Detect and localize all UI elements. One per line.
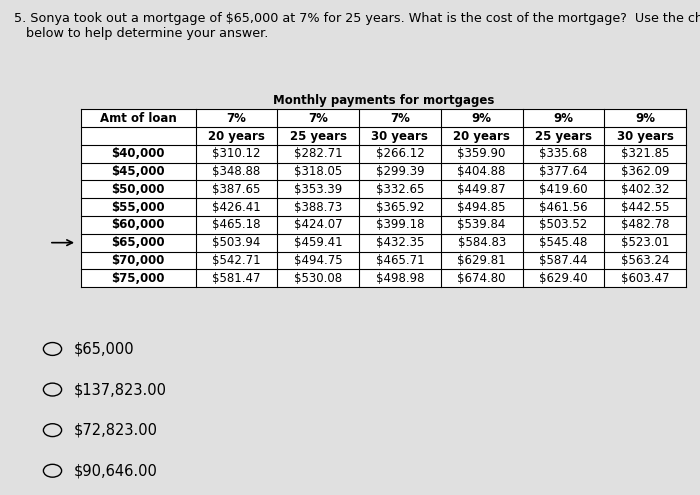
Text: $266.12: $266.12 <box>375 148 424 160</box>
Text: 30 years: 30 years <box>617 130 673 143</box>
Text: $72,823.00: $72,823.00 <box>74 423 158 438</box>
Text: $402.32: $402.32 <box>621 183 669 196</box>
Text: $65,000: $65,000 <box>74 342 134 356</box>
Text: $461.56: $461.56 <box>539 200 588 214</box>
Text: $503.52: $503.52 <box>539 218 587 231</box>
Text: 20 years: 20 years <box>208 130 265 143</box>
Text: $465.71: $465.71 <box>376 254 424 267</box>
Text: $70,000: $70,000 <box>111 254 164 267</box>
Text: $365.92: $365.92 <box>376 200 424 214</box>
Text: $359.90: $359.90 <box>458 148 506 160</box>
Text: $90,646.00: $90,646.00 <box>74 463 158 478</box>
Text: 5. Sonya took out a mortgage of $65,000 at 7% for 25 years. What is the cost of : 5. Sonya took out a mortgage of $65,000 … <box>14 12 700 25</box>
Text: $399.18: $399.18 <box>376 218 424 231</box>
Text: $523.01: $523.01 <box>621 236 669 249</box>
Text: $629.40: $629.40 <box>539 272 588 285</box>
Text: $404.88: $404.88 <box>458 165 506 178</box>
Text: $348.88: $348.88 <box>212 165 260 178</box>
Text: 9%: 9% <box>472 112 491 125</box>
Text: $318.05: $318.05 <box>294 165 342 178</box>
Text: $310.12: $310.12 <box>212 148 260 160</box>
Text: $377.64: $377.64 <box>539 165 588 178</box>
Text: $299.39: $299.39 <box>376 165 424 178</box>
Text: $539.84: $539.84 <box>458 218 506 231</box>
Text: $530.08: $530.08 <box>294 272 342 285</box>
Text: 30 years: 30 years <box>372 130 428 143</box>
Text: 9%: 9% <box>554 112 573 125</box>
Text: $424.07: $424.07 <box>294 218 342 231</box>
Text: $581.47: $581.47 <box>212 272 260 285</box>
Text: $45,000: $45,000 <box>111 165 164 178</box>
Text: $503.94: $503.94 <box>212 236 260 249</box>
Text: $629.81: $629.81 <box>457 254 506 267</box>
Text: $459.41: $459.41 <box>294 236 342 249</box>
Text: $432.35: $432.35 <box>376 236 424 249</box>
Text: $545.48: $545.48 <box>539 236 587 249</box>
Text: $465.18: $465.18 <box>212 218 260 231</box>
Text: 9%: 9% <box>635 112 655 125</box>
Text: $674.80: $674.80 <box>457 272 506 285</box>
Text: 7%: 7% <box>308 112 328 125</box>
Text: $563.24: $563.24 <box>621 254 669 267</box>
Text: $65,000: $65,000 <box>111 236 164 249</box>
Text: $60,000: $60,000 <box>111 218 164 231</box>
Text: $426.41: $426.41 <box>212 200 261 214</box>
Text: $137,823.00: $137,823.00 <box>74 382 167 397</box>
Text: 25 years: 25 years <box>535 130 592 143</box>
Text: Amt of loan: Amt of loan <box>99 112 176 125</box>
Text: $482.78: $482.78 <box>621 218 669 231</box>
Text: $282.71: $282.71 <box>294 148 342 160</box>
Text: $362.09: $362.09 <box>621 165 669 178</box>
Text: 7%: 7% <box>227 112 246 125</box>
Text: $40,000: $40,000 <box>111 148 164 160</box>
Text: $387.65: $387.65 <box>212 183 260 196</box>
Text: $332.65: $332.65 <box>376 183 424 196</box>
Text: $587.44: $587.44 <box>539 254 587 267</box>
Text: $449.87: $449.87 <box>457 183 506 196</box>
Text: $321.85: $321.85 <box>621 148 669 160</box>
Text: $388.73: $388.73 <box>294 200 342 214</box>
Text: $353.39: $353.39 <box>294 183 342 196</box>
Text: 20 years: 20 years <box>453 130 510 143</box>
Text: $603.47: $603.47 <box>621 272 669 285</box>
Text: $494.75: $494.75 <box>294 254 342 267</box>
Text: below to help determine your answer.: below to help determine your answer. <box>14 27 268 40</box>
Text: $498.98: $498.98 <box>376 272 424 285</box>
Text: $50,000: $50,000 <box>111 183 164 196</box>
Text: $55,000: $55,000 <box>111 200 164 214</box>
Text: Monthly payments for mortgages: Monthly payments for mortgages <box>272 94 494 107</box>
Text: $442.55: $442.55 <box>621 200 669 214</box>
Text: $494.85: $494.85 <box>457 200 506 214</box>
Text: $419.60: $419.60 <box>539 183 588 196</box>
Text: $542.71: $542.71 <box>212 254 260 267</box>
Text: $335.68: $335.68 <box>539 148 587 160</box>
Text: 25 years: 25 years <box>290 130 346 143</box>
Text: $75,000: $75,000 <box>111 272 164 285</box>
Text: $584.83: $584.83 <box>458 236 506 249</box>
Text: 7%: 7% <box>390 112 410 125</box>
